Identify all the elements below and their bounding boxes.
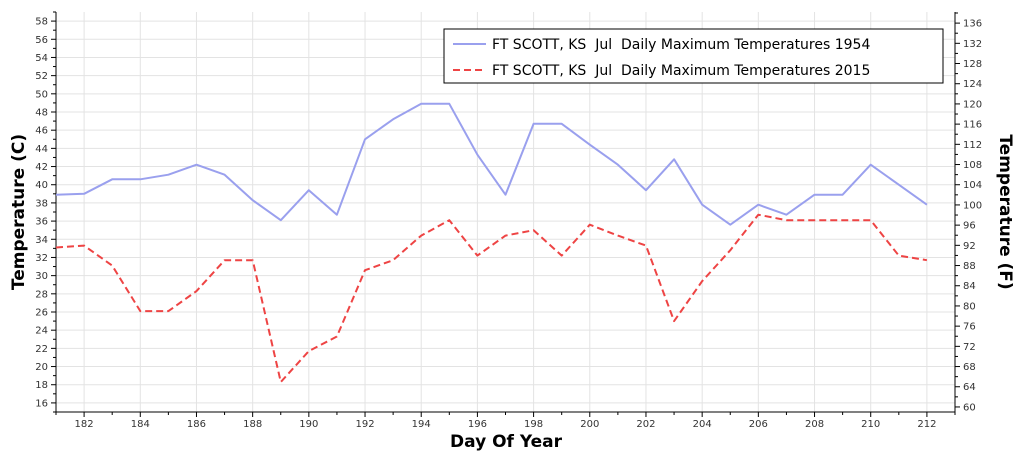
legend-label-2015: FT SCOTT, KS Jul Daily Maximum Temperatu… (492, 63, 870, 79)
y2-tick-label: 124 (963, 79, 982, 90)
legend-box (443, 28, 944, 84)
y2-tick-label: 96 (963, 221, 976, 232)
legend: FT SCOTT, KS Jul Daily Maximum Temperatu… (443, 28, 944, 84)
y2-tick-label: 64 (963, 382, 976, 393)
y2-tick-label: 136 (963, 19, 982, 30)
y-tick-label: 22 (35, 344, 48, 355)
y-tick-label: 26 (35, 308, 48, 319)
x-tick-label: 204 (693, 419, 712, 430)
y-tick-label: 24 (35, 326, 48, 337)
y-tick-label: 30 (35, 271, 48, 282)
x-tick-label: 190 (299, 419, 318, 430)
series-layer (55, 102, 928, 383)
x-tick-label: 194 (412, 419, 431, 430)
y2-tick-label: 132 (963, 39, 982, 50)
y-tick-label: 54 (35, 53, 48, 64)
x-tick-label: 206 (749, 419, 768, 430)
y-tick-label: 28 (35, 289, 48, 300)
x-tick-label: 210 (861, 419, 880, 430)
y2-tick-label: 128 (963, 59, 982, 70)
y2-tick-label: 84 (963, 281, 976, 292)
y-tick-label: 20 (35, 362, 48, 373)
x-tick-label: 182 (75, 419, 94, 430)
y-tick-label: 44 (35, 144, 48, 155)
y2-tick-label: 60 (963, 402, 976, 413)
y-tick-label: 46 (35, 126, 48, 137)
y-tick-label: 52 (35, 71, 48, 82)
x-tick-label: 200 (580, 419, 599, 430)
y2-tick-label: 72 (963, 342, 976, 353)
y2-tick-label: 120 (963, 99, 982, 110)
series-line-2015 (55, 213, 928, 383)
y-tick-label: 58 (35, 17, 48, 28)
y-axis-title-right: Temperature (F) (995, 134, 1015, 289)
series-line-1954 (55, 102, 928, 226)
y-tick-label: 16 (35, 398, 48, 409)
legend-label-1954: FT SCOTT, KS Jul Daily Maximum Temperatu… (492, 37, 870, 53)
y-tick-label: 32 (35, 253, 48, 264)
x-tick-label: 186 (187, 419, 206, 430)
x-tick-label: 208 (805, 419, 824, 430)
x-tick-label: 196 (468, 419, 487, 430)
y-tick-label: 18 (35, 380, 48, 391)
y-tick-label: 34 (35, 235, 48, 246)
y-tick-label: 38 (35, 198, 48, 209)
axes-layer: 182 184 186 188 190 192 194 196 198 200 202 204 206 2… (35, 11, 982, 430)
y-tick-label: 40 (35, 180, 48, 191)
y-tick-label: 42 (35, 162, 48, 173)
x-tick-label: 192 (355, 419, 374, 430)
y2-tick-label: 76 (963, 322, 976, 333)
y2-tick-label: 116 (963, 120, 982, 131)
x-tick-label: 184 (131, 419, 150, 430)
y2-tick-label: 88 (963, 261, 976, 272)
y-tick-label: 48 (35, 108, 48, 119)
x-tick-label: 202 (636, 419, 655, 430)
x-tick-label: 188 (243, 419, 262, 430)
x-tick-label: 212 (917, 419, 936, 430)
y2-tick-label: 104 (963, 180, 982, 191)
y-tick-label: 56 (35, 35, 48, 46)
y2-tick-label: 68 (963, 362, 976, 373)
y2-tick-label: 108 (963, 160, 982, 171)
y-tick-label: 36 (35, 217, 48, 228)
y-axis-title-left: Temperature (C) (9, 134, 29, 290)
x-tick-label: 198 (524, 419, 543, 430)
y2-tick-label: 100 (963, 200, 982, 211)
y-tick-label: 50 (35, 89, 48, 100)
x-axis-title: Day Of Year (450, 432, 563, 452)
y2-tick-label: 92 (963, 241, 976, 252)
y2-tick-label: 112 (963, 140, 982, 151)
y2-tick-label: 80 (963, 301, 976, 312)
